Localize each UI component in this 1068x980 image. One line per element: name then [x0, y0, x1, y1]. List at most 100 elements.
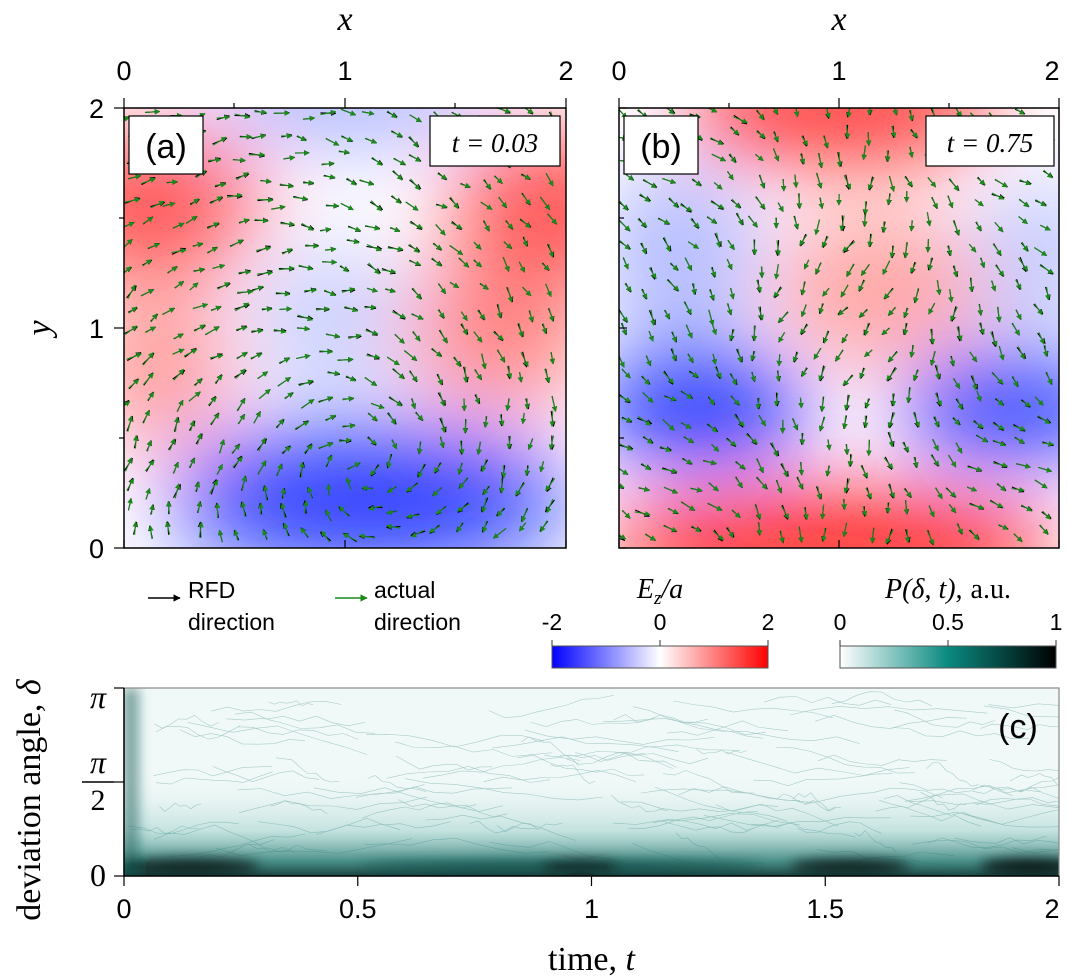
actual-arrow: [368, 505, 383, 511]
actual-arrow: [483, 485, 489, 496]
actual-arrow: [955, 442, 963, 454]
actual-arrow: [930, 197, 939, 209]
actual-arrow: [528, 310, 534, 323]
actual-arrow: [946, 245, 952, 256]
actual-arrow: [670, 262, 679, 272]
colorbar-density-tick-min: 0: [834, 609, 847, 635]
actual-arrow: [861, 145, 867, 161]
actual-arrow: [183, 348, 198, 357]
actual-arrow: [1038, 466, 1053, 473]
actual-arrow: [307, 486, 313, 499]
actual-arrow: [392, 170, 403, 181]
actual-arrow: [300, 527, 310, 538]
actual-arrow: [325, 333, 341, 339]
actual-arrow: [825, 465, 831, 477]
actual-arrow: [860, 465, 869, 479]
actual-arrow: [500, 465, 507, 479]
actual-arrow: [325, 414, 336, 422]
actual-arrow: [173, 416, 180, 432]
actual-arrow: [540, 520, 548, 533]
actual-arrow: [953, 416, 960, 426]
actual-arrow: [913, 288, 919, 304]
actual-arrow: [1012, 322, 1020, 336]
legend-actual-line1: actual: [374, 577, 435, 603]
actual-arrow: [815, 172, 823, 189]
actual-arrow: [262, 529, 268, 540]
actual-arrow: [176, 399, 184, 412]
actual-arrow: [493, 175, 503, 184]
actual-arrow: [237, 289, 254, 295]
actual-arrow: [253, 411, 262, 424]
actual-arrow: [388, 412, 396, 426]
actual-arrow: [947, 195, 954, 209]
actual-arrow: [437, 173, 448, 180]
actual-arrow: [124, 197, 141, 203]
actual-arrow: [236, 172, 249, 181]
actual-arrow: [320, 109, 337, 116]
actual-arrow: [207, 222, 220, 230]
actual-arrow: [641, 289, 648, 300]
actual-arrow: [998, 345, 1005, 361]
actual-arrow: [365, 224, 381, 231]
actual-arrow: [393, 158, 407, 165]
actual-arrow: [621, 322, 627, 336]
actual-arrow: [194, 377, 203, 387]
actual-arrow: [842, 415, 848, 430]
actual-arrow: [147, 242, 161, 249]
actual-arrow: [365, 329, 379, 336]
colorbar-field-tick-mid: 0: [654, 609, 667, 635]
actual-arrow: [975, 221, 982, 232]
actual-arrow: [296, 325, 311, 332]
actual-arrow: [473, 331, 483, 343]
actual-arrow: [521, 286, 532, 297]
actual-arrow: [392, 368, 405, 380]
actual-arrow: [798, 397, 804, 409]
actual-arrow: [910, 262, 917, 274]
actual-arrow: [671, 348, 677, 362]
actual-arrow: [408, 370, 418, 382]
actual-arrow: [726, 171, 734, 181]
actual-arrow: [863, 322, 870, 337]
actual-arrow: [838, 306, 848, 316]
actual-arrow: [549, 351, 555, 365]
actual-arrow: [976, 177, 986, 186]
panel-c-xtick-4: 2: [1044, 894, 1059, 924]
panel-a-ytick-0: 0: [89, 534, 104, 564]
actual-arrow: [968, 243, 977, 253]
actual-arrow: [391, 194, 402, 204]
actual-arrow: [681, 421, 692, 430]
actual-arrow: [1015, 309, 1022, 320]
actual-arrow: [232, 157, 246, 163]
actual-arrow: [885, 150, 891, 163]
actual-arrow: [324, 289, 336, 297]
actual-arrow: [891, 125, 897, 139]
actual-arrow: [260, 178, 272, 184]
actual-arrow: [209, 413, 220, 425]
actual-arrow: [546, 498, 554, 514]
actual-arrow: [708, 289, 715, 301]
actual-arrow: [283, 522, 289, 537]
actual-arrow: [417, 441, 423, 455]
actual-arrow: [755, 397, 762, 410]
actual-arrow: [1012, 425, 1027, 432]
actual-arrow: [846, 263, 855, 278]
actual-arrow: [707, 215, 717, 225]
actual-arrow: [1035, 199, 1047, 207]
panel-c-xtick-2: 1: [584, 894, 599, 924]
actual-arrow: [204, 326, 220, 335]
actual-arrow: [405, 201, 419, 211]
actual-arrow: [145, 487, 151, 500]
actual-arrow: [457, 462, 464, 475]
actual-arrow: [142, 409, 150, 424]
actual-arrow: [460, 311, 468, 321]
actual-arrow: [258, 388, 271, 400]
actual-arrow: [280, 221, 296, 227]
actual-arrow: [230, 239, 244, 248]
panel-c: 0 0.5 1 1.5 2 time, t 0 π 2 π deviation …: [11, 678, 1060, 978]
actual-arrow: [1012, 375, 1019, 388]
actual-arrow: [124, 266, 132, 274]
actual-arrow: [276, 418, 284, 429]
actual-arrow: [369, 465, 380, 476]
actual-arrow: [1042, 441, 1055, 447]
actual-arrow: [346, 375, 356, 382]
